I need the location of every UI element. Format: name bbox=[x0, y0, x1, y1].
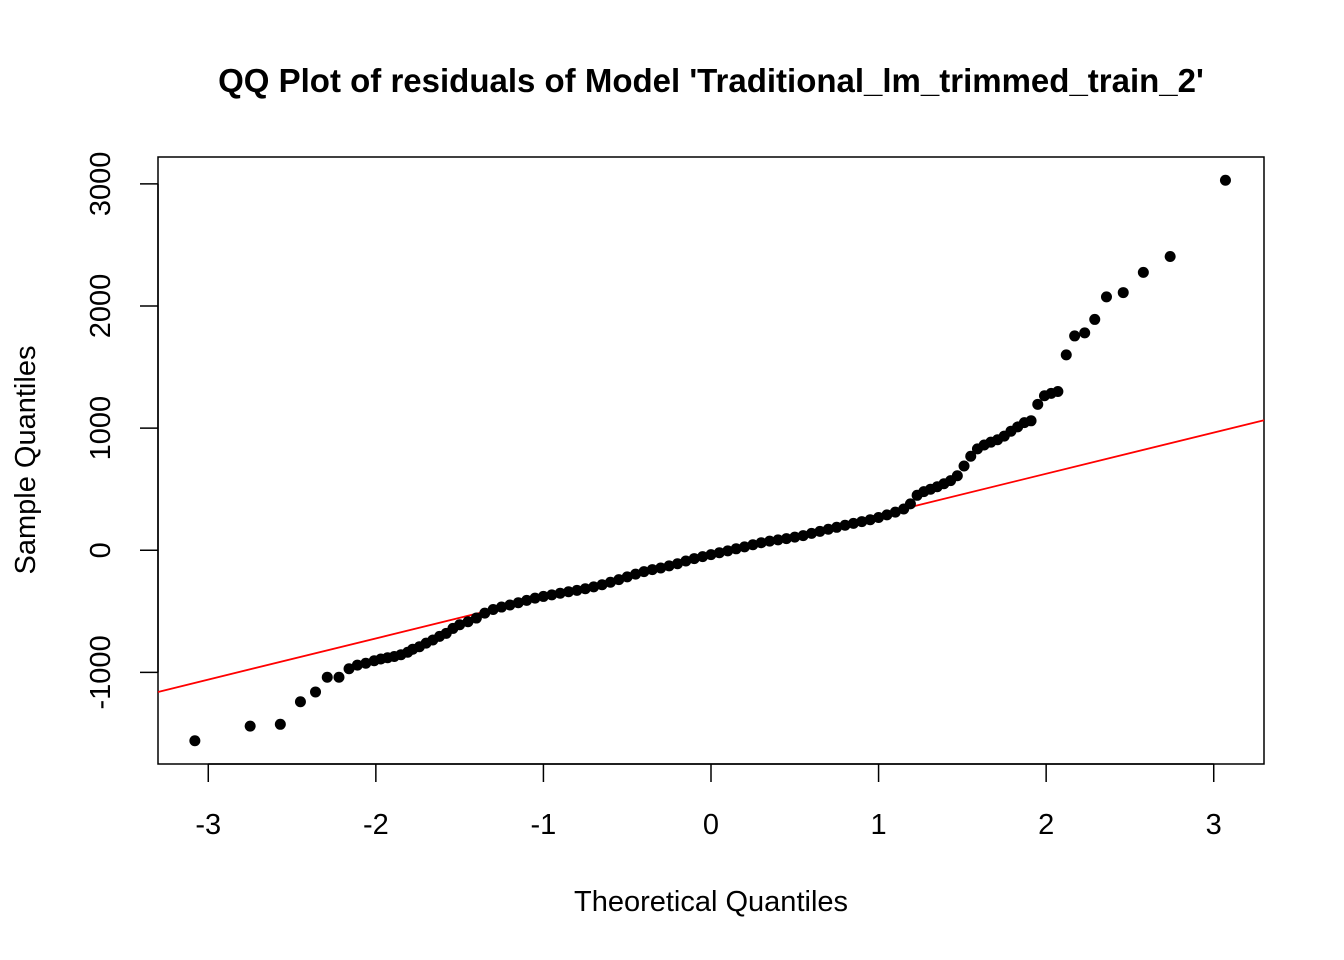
data-point bbox=[864, 514, 876, 526]
data-point bbox=[663, 560, 675, 572]
data-point bbox=[613, 574, 625, 586]
data-point bbox=[1060, 349, 1072, 361]
data-point bbox=[797, 530, 809, 542]
data-point bbox=[839, 519, 851, 531]
data-point bbox=[1137, 266, 1149, 278]
data-point bbox=[1032, 398, 1044, 410]
data-point bbox=[780, 533, 792, 545]
data-point bbox=[189, 735, 201, 747]
data-point bbox=[360, 657, 372, 669]
data-point bbox=[630, 568, 642, 580]
data-point bbox=[831, 521, 843, 533]
data-point bbox=[814, 525, 826, 537]
data-point bbox=[655, 562, 667, 574]
data-point bbox=[722, 545, 734, 557]
data-point bbox=[730, 543, 742, 555]
x-tick-label: 2 bbox=[1038, 809, 1054, 841]
data-point bbox=[563, 586, 575, 598]
data-point bbox=[688, 553, 700, 565]
data-point bbox=[554, 587, 566, 599]
data-point bbox=[537, 590, 549, 602]
data-point bbox=[1219, 174, 1231, 186]
data-point bbox=[351, 659, 363, 671]
data-point bbox=[755, 537, 767, 549]
data-point bbox=[1079, 327, 1091, 339]
y-tick-label: 3000 bbox=[85, 152, 117, 217]
data-point bbox=[697, 551, 709, 563]
data-point bbox=[789, 531, 801, 543]
data-point bbox=[806, 527, 818, 539]
data-point bbox=[487, 604, 499, 616]
data-point bbox=[343, 663, 355, 675]
data-point bbox=[454, 619, 466, 631]
data-point bbox=[889, 506, 901, 518]
data-point bbox=[904, 498, 916, 510]
x-tick-label: -1 bbox=[531, 809, 557, 841]
data-point bbox=[294, 696, 306, 708]
y-tick-label: -1000 bbox=[85, 635, 117, 709]
data-point bbox=[1052, 385, 1064, 397]
x-axis: -3 -2 -1 0 1 2 3 bbox=[195, 763, 1222, 841]
data-point bbox=[951, 470, 963, 482]
x-tick-label: 3 bbox=[1206, 809, 1222, 841]
y-axis-label: Sample Quantiles bbox=[10, 346, 42, 575]
data-point bbox=[671, 558, 683, 570]
data-point bbox=[646, 564, 658, 576]
data-point bbox=[958, 460, 970, 472]
data-point bbox=[470, 612, 482, 624]
y-axis: -1000 0 1000 2000 3000 bbox=[85, 152, 159, 709]
data-point bbox=[1100, 291, 1112, 303]
data-point bbox=[462, 616, 474, 628]
data-point bbox=[579, 583, 591, 595]
data-point bbox=[1117, 287, 1129, 299]
data-point bbox=[1089, 313, 1101, 325]
x-tick-label: 1 bbox=[871, 809, 887, 841]
data-point bbox=[621, 571, 633, 583]
x-tick-label: -2 bbox=[363, 809, 389, 841]
data-point bbox=[873, 512, 885, 524]
x-tick-label: -3 bbox=[195, 809, 221, 841]
data-point bbox=[856, 516, 868, 528]
data-point bbox=[604, 576, 616, 588]
data-point bbox=[596, 579, 608, 591]
y-tick-label: 1000 bbox=[85, 396, 117, 461]
data-point bbox=[512, 597, 524, 609]
y-tick-label: 0 bbox=[85, 542, 117, 558]
data-point bbox=[521, 594, 533, 606]
data-point bbox=[479, 607, 491, 619]
data-point bbox=[1069, 330, 1081, 342]
data-point bbox=[881, 509, 893, 521]
y-tick-label: 2000 bbox=[85, 274, 117, 339]
data-point bbox=[764, 535, 776, 547]
x-tick-label: 0 bbox=[703, 809, 719, 841]
x-axis-label: Theoretical Quantiles bbox=[574, 886, 848, 918]
data-point bbox=[747, 539, 759, 551]
data-point bbox=[739, 541, 751, 553]
data-point bbox=[504, 599, 516, 611]
data-point bbox=[529, 592, 541, 604]
data-point bbox=[680, 555, 692, 567]
data-point bbox=[1025, 415, 1037, 427]
data-point bbox=[1164, 251, 1176, 263]
data-point bbox=[705, 549, 717, 561]
data-point bbox=[822, 523, 834, 535]
data-point bbox=[772, 534, 784, 546]
data-point bbox=[571, 584, 583, 596]
data-point bbox=[333, 671, 345, 683]
data-point bbox=[274, 718, 286, 730]
data-point bbox=[847, 517, 859, 529]
chart-title: QQ Plot of residuals of Model 'Tradition… bbox=[218, 62, 1204, 99]
data-point bbox=[321, 671, 333, 683]
data-point bbox=[713, 547, 725, 559]
data-point bbox=[588, 581, 600, 593]
data-point bbox=[244, 720, 256, 732]
data-point bbox=[546, 589, 558, 601]
data-point bbox=[638, 566, 650, 578]
data-point bbox=[310, 686, 322, 698]
data-point bbox=[496, 601, 508, 613]
data-point bbox=[965, 450, 977, 462]
points-group bbox=[189, 174, 1231, 747]
